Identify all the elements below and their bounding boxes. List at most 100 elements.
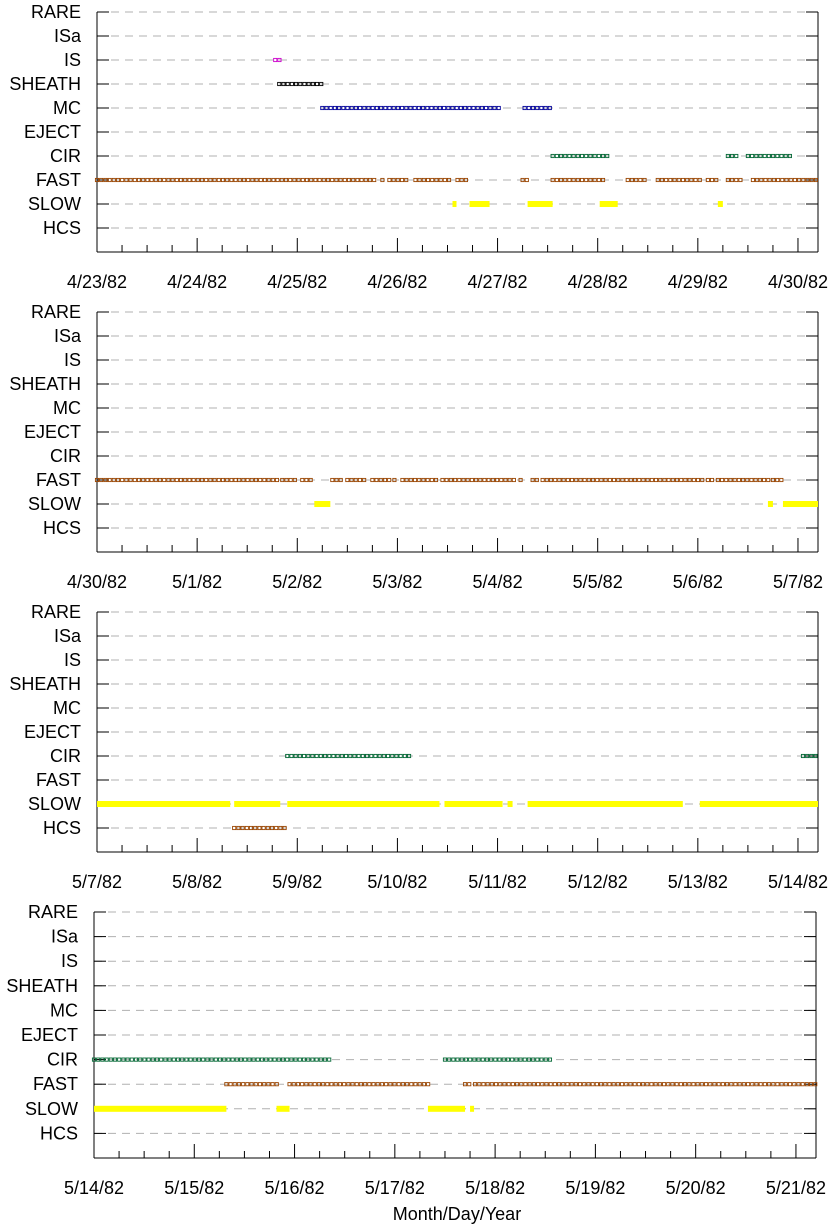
data-point xyxy=(649,1082,654,1087)
x-axis-title: Month/Day/Year xyxy=(393,1204,521,1224)
data-point xyxy=(232,825,237,831)
category-label: FAST xyxy=(36,170,81,190)
data-point xyxy=(561,1082,566,1087)
data-point xyxy=(153,177,158,183)
data-point xyxy=(402,753,407,759)
data-point xyxy=(261,825,266,831)
data-point xyxy=(99,177,104,183)
data-point xyxy=(745,477,750,483)
data-point xyxy=(269,825,275,831)
category-label: ISa xyxy=(51,927,79,947)
x-tick-label: 4/27/82 xyxy=(468,272,528,292)
data-point xyxy=(178,477,184,483)
category-label: ISa xyxy=(54,626,82,646)
data-point xyxy=(775,477,780,483)
data-point xyxy=(304,1082,309,1087)
data-point xyxy=(642,177,647,183)
data-point xyxy=(674,1082,679,1087)
category-label: MC xyxy=(53,398,81,418)
data-point xyxy=(641,1082,646,1087)
data-point xyxy=(567,153,572,159)
category-label: SHEATH xyxy=(9,374,81,394)
data-point xyxy=(498,1082,503,1087)
data-point xyxy=(547,1057,553,1062)
data-point xyxy=(440,477,445,483)
data-point xyxy=(220,477,226,483)
data-point xyxy=(318,1057,323,1062)
series-segment-cir xyxy=(442,1057,553,1062)
data-point xyxy=(387,477,392,483)
data-point xyxy=(300,477,305,483)
data-point xyxy=(813,753,818,759)
data-point xyxy=(595,477,600,483)
data-point xyxy=(245,1082,250,1087)
data-point xyxy=(354,1082,359,1087)
data-point xyxy=(413,1082,418,1087)
data-point xyxy=(592,177,597,183)
series-segment-fast xyxy=(462,1082,472,1087)
data-point xyxy=(265,825,270,831)
data-point xyxy=(400,105,405,111)
data-point xyxy=(270,1082,275,1087)
data-point xyxy=(714,177,719,183)
x-tick-label: 5/17/82 xyxy=(365,1178,425,1198)
data-point xyxy=(779,477,784,483)
data-point xyxy=(417,177,422,183)
category-label: FAST xyxy=(36,770,81,790)
data-point xyxy=(565,1082,570,1087)
data-point xyxy=(563,177,568,183)
data-point xyxy=(386,753,391,759)
data-point xyxy=(381,753,386,759)
data-point xyxy=(310,81,315,87)
data-point xyxy=(522,1057,527,1062)
data-point xyxy=(489,1082,494,1087)
data-point xyxy=(586,477,591,483)
data-point xyxy=(229,177,234,183)
data-point xyxy=(166,477,171,483)
data-point xyxy=(494,1082,499,1087)
data-point xyxy=(809,1082,814,1087)
data-point xyxy=(313,177,318,183)
data-point xyxy=(503,477,508,483)
data-point xyxy=(455,177,460,183)
data-point xyxy=(779,1082,784,1087)
data-point xyxy=(467,1082,472,1087)
x-tick-label: 5/10/82 xyxy=(367,872,427,892)
data-point xyxy=(395,177,400,183)
data-point xyxy=(180,1057,185,1062)
data-point xyxy=(367,177,373,183)
data-point xyxy=(321,1082,326,1087)
data-point xyxy=(309,177,314,183)
data-point xyxy=(237,477,242,483)
data-point xyxy=(738,177,743,183)
category-label: RARE xyxy=(31,302,81,322)
data-point xyxy=(280,477,285,483)
data-point xyxy=(382,477,388,483)
x-tick-label: 4/23/82 xyxy=(67,272,127,292)
data-point xyxy=(699,1082,704,1087)
data-point xyxy=(683,477,688,483)
data-point xyxy=(771,1082,776,1087)
data-point xyxy=(266,477,271,483)
data-point xyxy=(805,753,810,759)
data-point xyxy=(338,177,343,183)
data-point xyxy=(511,477,516,483)
data-point xyxy=(496,105,501,111)
data-point xyxy=(178,177,184,183)
data-point xyxy=(170,177,175,183)
data-point xyxy=(249,477,254,483)
data-point xyxy=(813,1082,818,1087)
category-label: CIR xyxy=(50,746,81,766)
data-point xyxy=(771,153,776,159)
data-point xyxy=(318,753,323,759)
data-point xyxy=(373,753,378,759)
data-point xyxy=(191,177,196,183)
data-point xyxy=(571,177,576,183)
data-point xyxy=(792,1082,797,1087)
data-point xyxy=(217,1057,223,1062)
data-point xyxy=(188,1057,193,1062)
data-point xyxy=(775,1082,780,1087)
data-point xyxy=(540,477,545,483)
data-point xyxy=(267,177,272,183)
